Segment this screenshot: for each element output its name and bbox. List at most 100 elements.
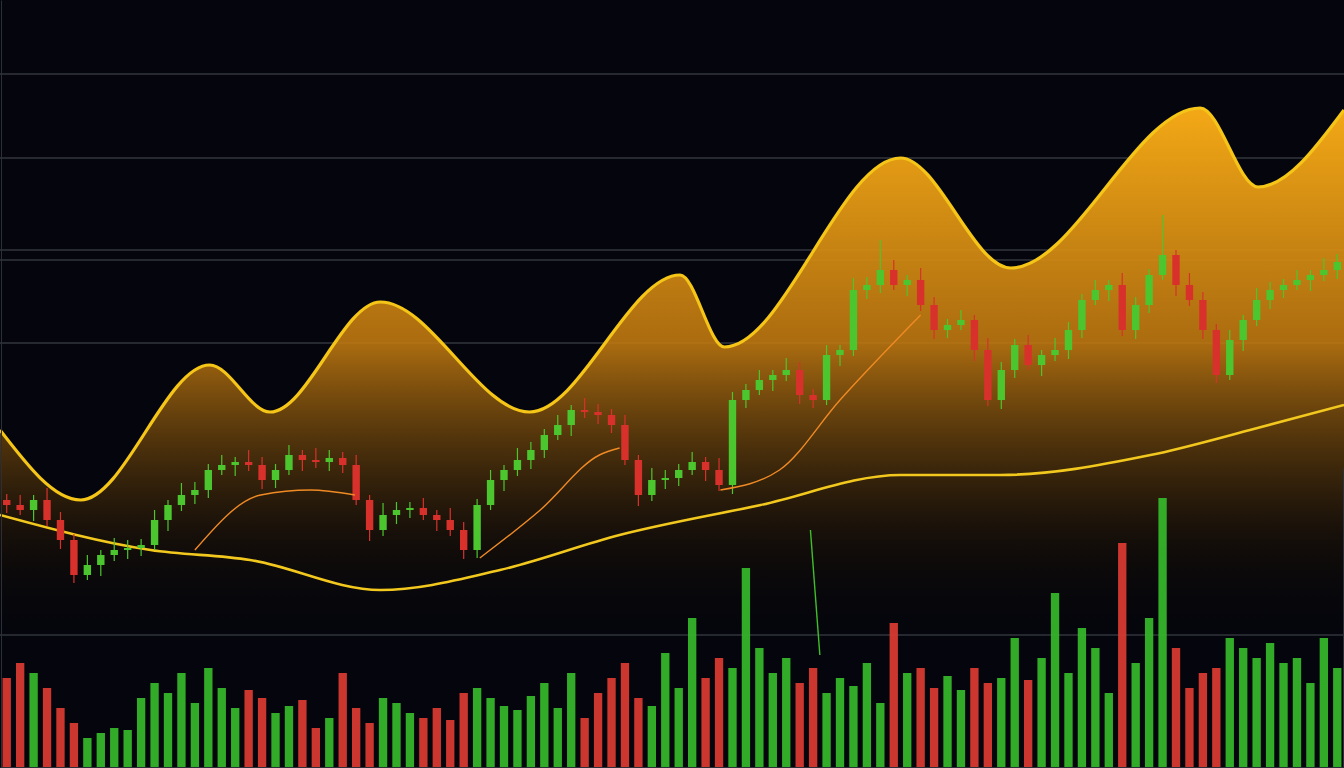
candle-body (1213, 330, 1220, 375)
candle-wick (880, 240, 881, 293)
candle-body (635, 460, 642, 495)
candle-body (930, 305, 937, 330)
candle-body (917, 280, 924, 305)
candle-body (393, 510, 400, 515)
volume-bar (1078, 628, 1086, 768)
candle-body (43, 500, 50, 520)
volume-bar (1239, 648, 1247, 768)
volume-bar (339, 673, 347, 768)
candle-body (715, 470, 722, 485)
volume-bar (29, 673, 37, 768)
candle-body (568, 410, 575, 425)
candle-body (1065, 330, 1072, 350)
volume-bar (1199, 673, 1207, 768)
candle-body (1078, 300, 1085, 330)
candle-body (1240, 320, 1247, 340)
y2-axis (1343, 469, 1344, 768)
candle-body (1051, 350, 1058, 355)
volume-bar (312, 728, 320, 768)
candle-body (339, 458, 346, 465)
volume-bar (379, 698, 387, 768)
line (195, 490, 355, 550)
volume-bar (271, 713, 279, 768)
volume-bar (244, 690, 252, 768)
candle-body (742, 390, 749, 400)
candle-body (245, 462, 252, 465)
volume-bar (782, 658, 790, 768)
volume-bar (258, 698, 266, 768)
line (720, 315, 920, 490)
volume-bar (688, 618, 696, 768)
volume-bar (809, 668, 817, 768)
volume-bar (701, 678, 709, 768)
volume-bar (1158, 498, 1166, 768)
candle-body (1038, 355, 1045, 365)
volume-bar (298, 700, 306, 768)
candle-body (769, 375, 776, 380)
candle-body (877, 270, 884, 285)
volume-bar (406, 713, 414, 768)
candle-body (205, 470, 212, 490)
volume-bar (1011, 638, 1019, 768)
candle-body (783, 370, 790, 375)
volume-bar (567, 673, 575, 768)
y-axis (1, 1, 2, 768)
candle-body (379, 515, 386, 530)
volume-bar (137, 698, 145, 768)
volume-bar (1105, 693, 1113, 768)
candle-wick (907, 275, 908, 296)
candle-body (124, 548, 131, 550)
volume-bar (1172, 648, 1180, 768)
volume-bar (1037, 658, 1045, 768)
volume-bar (1051, 593, 1059, 768)
line (0, 405, 1344, 590)
candle-body (662, 478, 669, 480)
volume-bar (1118, 543, 1126, 768)
volume-bar (634, 698, 642, 768)
volume-bar (1132, 663, 1140, 768)
candle-body (3, 500, 10, 505)
candle-body (1105, 285, 1112, 290)
candle-wick (1323, 258, 1324, 281)
candle-body (1092, 290, 1099, 300)
volume-bar (1306, 683, 1314, 768)
volume-bar (1185, 688, 1193, 768)
candle-body (84, 565, 91, 575)
candle-wick (436, 510, 437, 531)
candle-body (460, 530, 467, 550)
axis-line (1343, 469, 1344, 768)
volume-bar (580, 718, 588, 768)
candle-body (836, 350, 843, 355)
volume-bar (191, 703, 199, 768)
candle-body (608, 415, 615, 425)
volume-bar (218, 688, 226, 768)
volume-bar (1266, 643, 1274, 768)
candle-body (1307, 275, 1314, 280)
candle-body (890, 270, 897, 285)
candle-body (944, 325, 951, 330)
candle-body (191, 490, 198, 495)
volume-bar (231, 708, 239, 768)
candle-body (1186, 285, 1193, 300)
volume-bar (527, 696, 535, 768)
volume-bar (836, 678, 844, 768)
candle-body (164, 505, 171, 520)
candle-body (527, 450, 534, 460)
volume-bar (325, 718, 333, 768)
candle-body (1293, 280, 1300, 285)
candle-body (500, 470, 507, 480)
candles (3, 215, 1341, 583)
candle-body (1280, 285, 1287, 290)
candle-wick (248, 450, 249, 471)
volume-bar (419, 718, 427, 768)
volume-bar (970, 668, 978, 768)
candle-wick (772, 370, 773, 391)
candle-body (1145, 275, 1152, 305)
candle-body (447, 520, 454, 530)
candle-body (756, 380, 763, 390)
volume-bar (486, 698, 494, 768)
candle-wick (786, 358, 787, 381)
candle-body (957, 320, 964, 325)
grid-line (0, 73, 1344, 74)
volume-bar (648, 706, 656, 768)
